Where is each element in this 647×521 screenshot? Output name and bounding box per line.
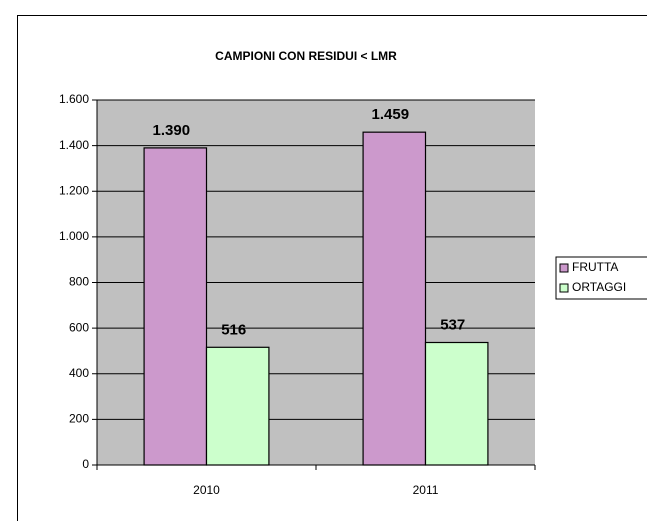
y-tick-label: 800 <box>69 275 89 289</box>
legend-box <box>555 256 647 300</box>
value-label: 1.459 <box>372 106 410 123</box>
y-tick-label: 1.200 <box>59 183 89 197</box>
chart-title: CAMPIONI CON RESIDUI < LMR <box>215 49 397 63</box>
legend-swatch <box>559 283 569 293</box>
legend-label: ORTAGGI <box>572 280 626 294</box>
value-label: 1.390 <box>153 122 191 139</box>
y-tick-label: 1.400 <box>59 138 89 152</box>
y-tick-label: 1.000 <box>59 229 89 243</box>
x-tick-label: 2010 <box>193 483 220 497</box>
legend-swatch <box>559 263 569 273</box>
bar <box>205 346 270 466</box>
y-tick-label: 400 <box>69 366 89 380</box>
bar <box>424 341 489 466</box>
y-tick-label: 0 <box>82 457 89 471</box>
value-label: 516 <box>221 321 246 338</box>
y-tick-label: 1.600 <box>59 92 89 106</box>
x-tick-label: 2011 <box>413 483 439 497</box>
bar <box>362 131 427 466</box>
bar <box>143 147 208 466</box>
y-tick-label: 200 <box>69 412 89 426</box>
legend-label: FRUTTA <box>572 260 618 274</box>
y-tick-label: 600 <box>69 320 89 334</box>
value-label: 537 <box>440 316 465 333</box>
